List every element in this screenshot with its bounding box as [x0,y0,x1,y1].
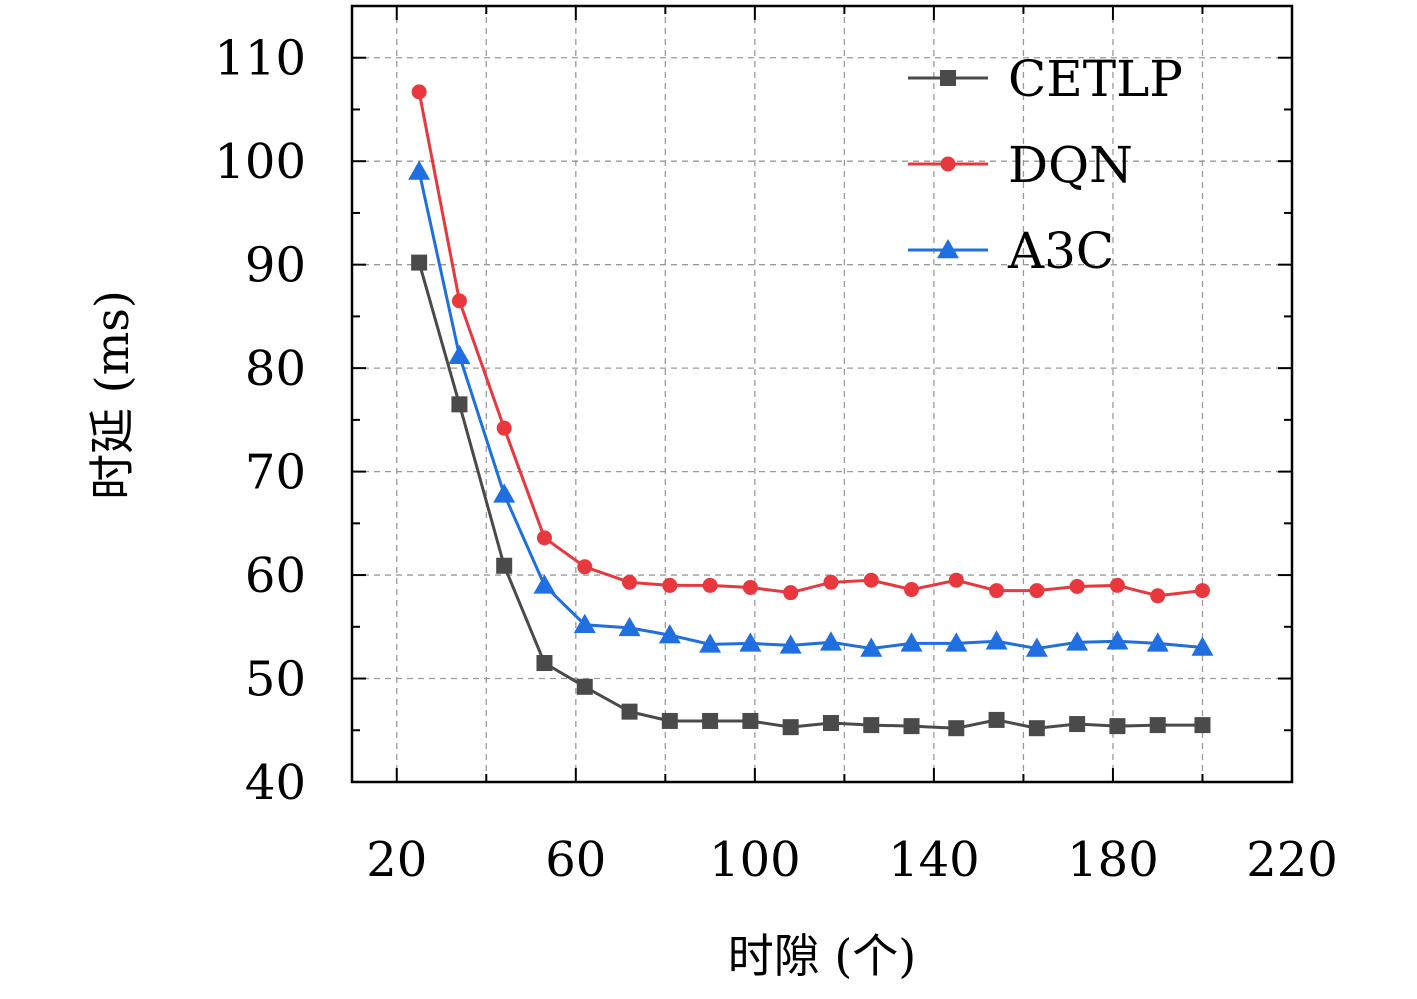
data-point-dqn [451,293,467,309]
legend-item-a3c: A3C [908,222,1114,280]
data-point-cetlp [863,717,880,734]
data-point-cetlp [1194,717,1211,734]
legend-marker [940,156,956,172]
data-series [408,84,1214,737]
data-point-cetlp [1149,717,1166,734]
legend-item-dqn: DQN [908,136,1133,194]
data-point-a3c [779,634,802,654]
data-point-cetlp [621,703,638,720]
data-point-dqn [1069,578,1085,594]
x-tick-label: 140 [888,832,980,888]
data-point-cetlp [948,720,965,737]
data-point-a3c [860,637,883,657]
y-tick-labels: 40 50 60 70 80 90 100 110 [214,31,306,811]
y-tick-label: 100 [214,134,306,190]
y-axis-title: 时延 (ms) [85,290,139,500]
x-tick-label: 220 [1246,832,1338,888]
y-tick-label: 80 [245,341,306,397]
x-tick-label: 100 [709,832,801,888]
data-point-cetlp [496,557,513,574]
data-point-a3c [618,616,641,637]
data-point-dqn [863,572,879,588]
data-point-cetlp [451,396,468,413]
data-point-cetlp [782,719,799,736]
x-tick-label: 180 [1067,832,1159,888]
legend-item-cetlp: CETLP [908,50,1183,108]
data-point-dqn [1109,577,1125,593]
series-cetlp [411,254,1211,737]
data-point-a3c [1025,637,1048,657]
axis-ticks [352,6,1293,783]
data-point-dqn [948,572,964,588]
data-point-cetlp [702,712,719,729]
data-point-dqn [577,559,593,575]
data-point-a3c [985,630,1008,650]
data-point-dqn [411,84,427,100]
y-tick-label: 40 [245,755,306,811]
data-point-a3c [699,633,722,653]
y-tick-label: 90 [245,238,306,294]
data-point-cetlp [1069,716,1086,733]
legend-marker [940,70,956,86]
data-point-dqn [1194,583,1210,599]
x-tick-label: 20 [366,832,427,888]
data-point-a3c [1146,632,1169,652]
plot-frame [350,4,1294,784]
data-point-dqn [536,530,552,546]
data-point-dqn [702,577,718,593]
series-a3c [408,160,1214,657]
data-point-a3c [900,632,923,652]
legend: CETLP DQN A3C [908,50,1183,280]
x-tick-label: 60 [545,832,606,888]
data-point-cetlp [661,712,678,729]
data-point-a3c [1191,636,1214,656]
y-tick-label: 60 [245,548,306,604]
y-tick-label: 110 [214,31,306,87]
series-dqn [411,84,1210,604]
data-point-cetlp [822,715,839,732]
data-point-a3c [945,632,968,652]
data-point-cetlp [1028,720,1045,737]
grid-lines [352,6,1292,782]
data-point-cetlp [536,655,553,672]
data-point-a3c [533,574,556,594]
data-point-a3c [658,624,681,644]
data-point-dqn [496,420,512,436]
legend-label: DQN [1008,136,1133,194]
data-point-cetlp [988,711,1005,728]
data-point-dqn [989,583,1005,599]
legend-marker [937,239,959,259]
data-point-a3c [1066,631,1089,651]
data-point-dqn [1029,583,1045,599]
data-point-dqn [823,574,839,590]
data-point-dqn [904,582,920,598]
x-tick-labels: 20 60 100 140 180 220 [366,832,1338,888]
data-point-dqn [783,585,799,601]
x-axis-title: 时隙 (个) [728,929,917,983]
data-point-a3c [573,613,596,633]
data-point-dqn [1150,588,1166,604]
y-tick-label: 50 [245,652,306,708]
data-point-a3c [493,483,516,503]
data-point-cetlp [1109,718,1126,735]
data-point-cetlp [411,254,428,271]
data-point-cetlp [576,678,593,695]
y-tick-label: 70 [245,445,306,501]
data-point-a3c [448,344,471,364]
data-point-dqn [662,577,678,593]
legend-label: CETLP [1008,50,1183,108]
data-point-a3c [408,160,431,180]
data-point-cetlp [742,712,759,729]
data-point-a3c [739,632,762,652]
data-point-dqn [742,579,758,595]
data-point-cetlp [903,718,920,735]
data-point-dqn [622,574,638,590]
data-point-a3c [819,631,842,651]
legend-label: A3C [1007,222,1114,280]
data-point-a3c [1106,630,1129,650]
